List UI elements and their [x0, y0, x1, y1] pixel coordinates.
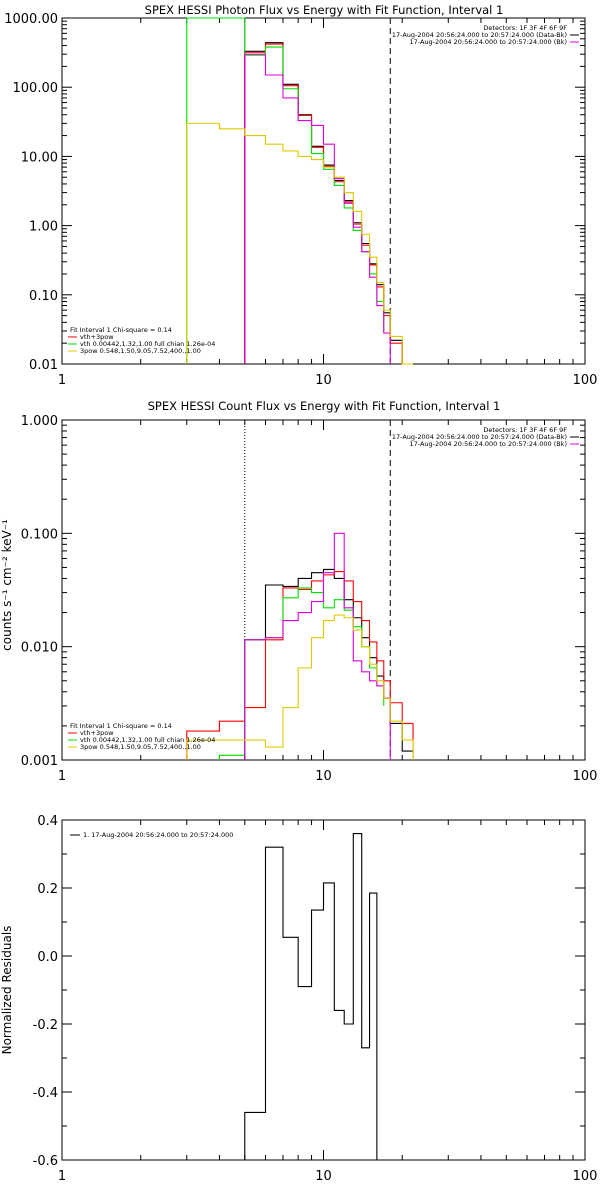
residuals-ytick-label: 0.0	[37, 950, 58, 965]
residuals-frame	[61, 819, 586, 1161]
photon-flux-ytick-label: 1000.00	[4, 12, 58, 27]
count-flux-legend-line: vth 0.00442,1.32,1.00 full chian 1.26e-0…	[80, 736, 215, 744]
photon-flux-legend-line: Fit Interval 1 Chi-square = 0.14	[70, 326, 172, 334]
count-flux-plot-area: 1 10 100 0.001 0.010 0.100 1.000	[21, 414, 598, 784]
count-flux-series-yellow	[186, 614, 414, 760]
count-flux-xtick-label: 100	[573, 769, 598, 784]
photon-flux-legend-line: vth 0.00442,1.32,1.00 full chian 1.26e-0…	[80, 340, 215, 348]
photon-flux-frame	[61, 17, 586, 365]
residuals-ytick-label: -0.2	[33, 1018, 58, 1033]
residuals-xtick-label: 1	[58, 1169, 66, 1184]
count-flux-info-line: 17-Aug-2004 20:56:24.000 to 20:57:24.000…	[410, 440, 567, 448]
count-flux-series-green	[218, 587, 385, 760]
photon-flux-ytick-label: 10.00	[21, 150, 58, 165]
count-flux-series-red	[186, 571, 414, 760]
photon-flux-xtick-label: 10	[315, 373, 332, 388]
residuals-xtick-label: 100	[573, 1169, 598, 1184]
photon-flux-panel: SPEX HESSI Photon Flux vs Energy with Fi…	[4, 3, 597, 388]
count-flux-series-magenta	[244, 532, 391, 760]
residuals-ytick-label: -0.4	[33, 1086, 58, 1101]
count-flux-legend: Fit Interval 1 Chi-square = 0.14vth+3pow…	[68, 722, 215, 751]
photon-flux-xtick-label: 100	[573, 373, 598, 388]
photon-flux-legend-line: vth+3pow	[80, 333, 114, 341]
photon-flux-ytick-label: 100.00	[13, 81, 59, 96]
photon-flux-legend: Fit Interval 1 Chi-square = 0.14vth+3pow…	[68, 326, 215, 355]
count-flux-series-black	[244, 568, 414, 760]
photon-flux-series-green	[186, 17, 385, 364]
count-flux-xtick-label: 1	[58, 769, 66, 784]
photon-flux-series-red	[244, 43, 414, 365]
count-flux-legend-line: vth+3pow	[80, 729, 114, 737]
photon-flux-ytick-label: 0.01	[29, 358, 58, 373]
residuals-legend: 1. 17-Aug-2004 20:56:24.000 to 20:57:24.…	[70, 831, 233, 839]
photon-flux-info-line: 17-Aug-2004 20:56:24.000 to 20:57:24.000…	[410, 38, 567, 46]
count-flux-info-line: 17-Aug-2004 20:56:24.000 to 20:57:24.000…	[392, 433, 567, 441]
count-flux-ytick-label: 0.001	[21, 754, 58, 769]
residuals-ylabel: Normalized Residuals	[0, 926, 14, 1055]
residuals-ytick-label: 0.2	[37, 882, 58, 897]
photon-flux-ytick-label: 1.00	[29, 220, 58, 235]
count-flux-panel: SPEX HESSI Count Flux vs Energy with Fit…	[0, 399, 597, 784]
residuals-xtick-label: 10	[315, 1169, 332, 1184]
count-flux-legend-line: Fit Interval 1 Chi-square = 0.14	[70, 722, 172, 730]
count-flux-ytick-label: 0.010	[21, 641, 58, 656]
count-flux-title: SPEX HESSI Count Flux vs Energy with Fit…	[148, 399, 501, 413]
count-flux-ytick-label: 0.100	[21, 527, 58, 542]
photon-flux-ytick-label: 0.10	[29, 289, 58, 304]
count-flux-info-line: Detectors: 1F 3F 4F 6F 9F	[483, 426, 567, 434]
residuals-legend-line: 1. 17-Aug-2004 20:56:24.000 to 20:57:24.…	[83, 831, 233, 839]
photon-flux-series-magenta	[244, 53, 391, 364]
photon-flux-plot-area: 1 10 100 0.01 0.10 1.00 10.00 100.00 1000.00	[4, 12, 597, 388]
count-flux-ylabel: counts s⁻¹ cm⁻² keV⁻¹	[0, 519, 14, 651]
residuals-ytick-label: 0.4	[37, 814, 58, 829]
photon-flux-series-yellow	[186, 122, 414, 365]
count-flux-legend-line: 3pow 0.548,1.50,9.05,7.52,400.,1.00	[80, 743, 201, 751]
residuals-series-black	[244, 833, 378, 1160]
photon-flux-xtick-label: 1	[58, 373, 66, 388]
photon-flux-title: SPEX HESSI Photon Flux vs Energy with Fi…	[145, 3, 504, 17]
photon-flux-info-line: 17-Aug-2004 20:56:24.000 to 20:57:24.000…	[392, 31, 567, 39]
photon-flux-info-line: Detectors: 1F 3F 4F 6F 9F	[483, 24, 567, 32]
residuals-panel: Normalized Residuals 1 10 100 -0.6 -0.4 -0.2 0…	[0, 814, 597, 1184]
residuals-ytick-label: -0.6	[33, 1154, 58, 1169]
photon-flux-legend-line: 3pow 0.548,1.50,9.05,7.52,400.,1.00	[80, 347, 201, 355]
count-flux-xtick-label: 10	[315, 769, 332, 784]
residuals-plot-area: 1 10 100 -0.6 -0.4 -0.2 0.0 0.2 0.4	[33, 814, 598, 1184]
count-flux-ytick-label: 1.000	[21, 414, 58, 429]
